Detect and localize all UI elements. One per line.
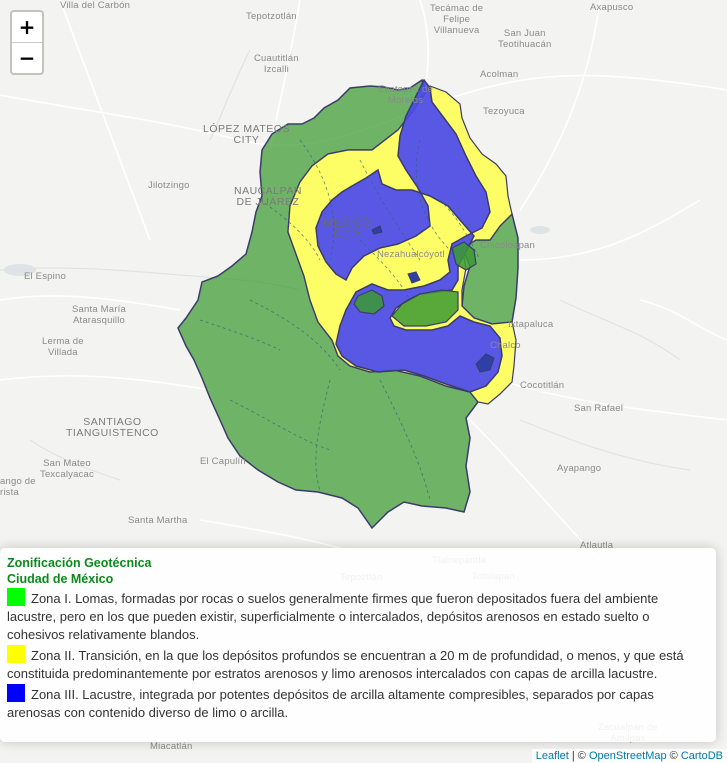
- zone-1-island[interactable]: [353, 289, 385, 315]
- zone-3-spot: [407, 271, 421, 284]
- attribution: Leaflet | © OpenStreetMap © CartoDB: [531, 749, 727, 763]
- place-label: Miacatlán: [150, 741, 193, 752]
- legend-text: Zona II. Transición, en la que los depós…: [7, 648, 684, 681]
- place-label: Chalco: [490, 340, 521, 351]
- water-bodies: [4, 226, 550, 276]
- place-label: Santa María Atarasquillo: [72, 304, 126, 326]
- zoom-control: + −: [10, 10, 44, 75]
- place-label: Tezoyuca: [483, 106, 525, 117]
- legend-swatch: [7, 588, 25, 606]
- place-label: Tepotzotlán: [246, 11, 297, 22]
- legend-item-zone-1: Zona I. Lomas, formadas por rocas o suel…: [7, 588, 710, 644]
- legend-panel: Zonificación Geotécnica Ciudad de México…: [0, 548, 716, 742]
- place-label: Tecámac de Felipe Villanueva: [430, 3, 484, 36]
- place-label: SANTIAGO TIANGUISTENCO: [66, 416, 159, 439]
- legend-item-zone-2: Zona II. Transición, en la que los depós…: [7, 645, 710, 683]
- place-label: Lerma de Villada: [42, 336, 84, 358]
- place-label: Atlautla: [580, 540, 614, 551]
- place-label: NAUCALPAN DE JUÁREZ: [234, 185, 302, 208]
- municipal-boundaries: [199, 139, 481, 501]
- place-label: Cocotitlán: [520, 380, 565, 391]
- cartodb-link[interactable]: CartoDB: [680, 750, 723, 762]
- zone-3-spot: [475, 353, 495, 373]
- zoom-out-button[interactable]: −: [18, 46, 36, 70]
- place-label: Ecatepec de Morelos: [378, 84, 434, 106]
- place-label: Santa Martha: [128, 515, 188, 526]
- place-label: Ayapango: [557, 463, 602, 474]
- place-label: ango de rista: [0, 476, 36, 498]
- place-label: Nezahualcóyotl: [377, 249, 445, 260]
- legend-swatch: [7, 645, 25, 663]
- attribution-sep: ©: [666, 750, 681, 762]
- legend-swatch: [7, 684, 25, 702]
- legend-text: Zona III. Lacustre, integrada por potent…: [7, 687, 654, 720]
- legend-title: Zonificación Geotécnica: [7, 556, 152, 570]
- place-label: Ixtapaluca: [508, 319, 554, 330]
- place-label: San Rafael: [574, 403, 624, 414]
- place-label: Cuautitlán Izcalli: [254, 53, 299, 75]
- leaflet-link[interactable]: Leaflet: [535, 750, 569, 762]
- place-label: El Espino: [24, 271, 66, 282]
- attribution-sep: | ©: [568, 750, 589, 762]
- place-label: Villa del Carbón: [60, 0, 131, 11]
- legend-text: Zona I. Lomas, formadas por rocas o suel…: [7, 591, 659, 642]
- zone-1-island[interactable]: [391, 289, 459, 327]
- place-label: El Capulín: [200, 456, 246, 467]
- legend-subtitle: Ciudad de México: [7, 572, 114, 586]
- zone-3-lacustre[interactable]: [315, 78, 503, 393]
- zone-1-island[interactable]: [451, 241, 477, 271]
- place-label: Acolman: [480, 69, 519, 80]
- zone-3-spot: [371, 225, 383, 235]
- place-label: LÓPEZ MATEOS CITY: [203, 123, 290, 146]
- place-label: Chicoloapan: [480, 240, 536, 251]
- place-label: Jilotzingo: [148, 180, 190, 191]
- place-label: San Juan Teotihuacán: [498, 28, 552, 50]
- zoom-in-button[interactable]: +: [12, 12, 42, 43]
- place-label: Axapusco: [590, 2, 634, 13]
- place-label: San Mateo Texcalyacac: [40, 458, 94, 480]
- osm-link[interactable]: OpenStreetMap: [588, 750, 667, 762]
- place-label-mexico-city: MEXICO CITY: [323, 218, 372, 241]
- legend-item-zone-3: Zona III. Lacustre, integrada por potent…: [7, 684, 710, 722]
